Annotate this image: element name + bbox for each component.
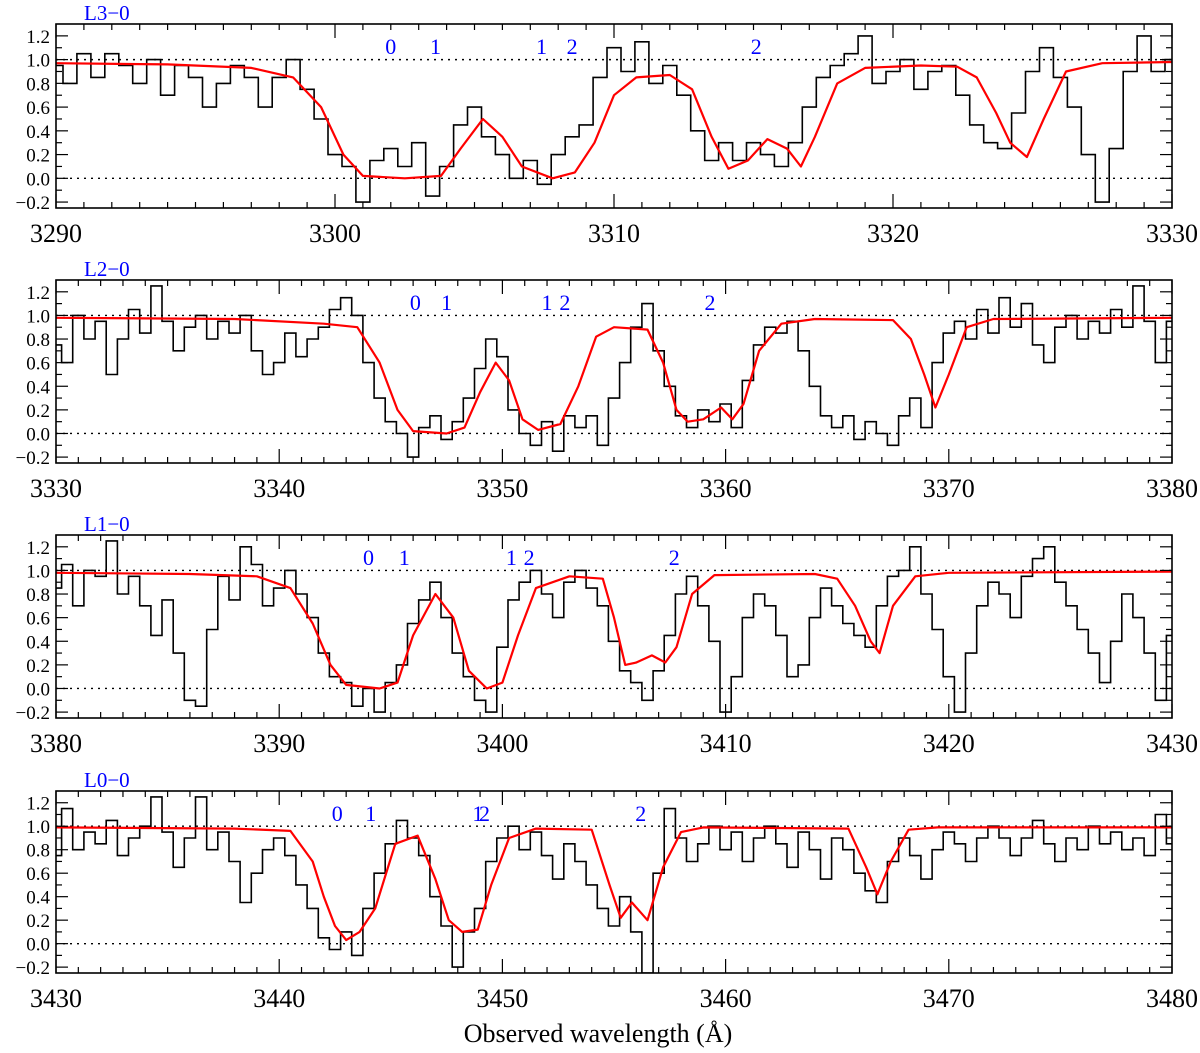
panel-l2-0: 3330 3340 3350 3360 3370 3380 −0.2 0.00.2 0.40.6… bbox=[16, 257, 1198, 503]
panel-l0-0: 3430 3440 3450 3460 3470 3480 −0.20.0 0.20.4 0.6… bbox=[16, 768, 1198, 1013]
panel-title: L1−0 bbox=[84, 512, 130, 536]
transition-label: 1 bbox=[365, 801, 376, 826]
transition-label: 2 bbox=[524, 545, 535, 570]
transition-label: 2 bbox=[704, 290, 715, 315]
y-tick-label: −0.2 bbox=[16, 448, 50, 469]
y-tick-label: −0.2 bbox=[16, 958, 50, 979]
x-tick-label: 3330 bbox=[1146, 219, 1198, 248]
y-tick-label: 1.2 bbox=[26, 538, 50, 559]
x-tick-label: 3420 bbox=[923, 729, 975, 758]
y-tick-label: 0.6 bbox=[26, 98, 50, 119]
y-tick-label: 1.2 bbox=[26, 27, 50, 48]
y-tick-label: 0.8 bbox=[26, 841, 50, 862]
transition-label: 0 bbox=[332, 801, 343, 826]
x-tick-label: 3390 bbox=[253, 729, 305, 758]
y-tick-label: 1.0 bbox=[26, 306, 50, 327]
y-tick-label: 1.2 bbox=[26, 794, 50, 815]
x-tick-label: 3430 bbox=[1146, 729, 1198, 758]
transition-label: 2 bbox=[479, 801, 490, 826]
model-fit bbox=[56, 60, 1172, 180]
observed-spectrum bbox=[56, 35, 1172, 203]
y-tick-label: 0.8 bbox=[26, 585, 50, 606]
x-tick-label: 3380 bbox=[1146, 474, 1198, 503]
transition-label: 0 bbox=[363, 545, 374, 570]
y-tick-label: 0.4 bbox=[26, 122, 50, 143]
transition-label: 1 bbox=[536, 34, 547, 59]
y-tick-label: 0.0 bbox=[26, 679, 50, 700]
panel-title: L2−0 bbox=[84, 257, 130, 281]
y-tick-label: 0.2 bbox=[26, 146, 50, 167]
model-fit bbox=[56, 570, 1172, 690]
x-tick-label: 3450 bbox=[476, 984, 528, 1013]
x-tick-label: 3320 bbox=[867, 219, 919, 248]
x-tick-label: 3300 bbox=[309, 219, 361, 248]
transition-label: 1 bbox=[399, 545, 410, 570]
transition-label: 1 bbox=[542, 290, 553, 315]
x-axis-label: Observed wavelength (Å) bbox=[464, 1019, 733, 1048]
y-tick-label: 0.2 bbox=[26, 401, 50, 422]
y-tick-label: 0.0 bbox=[26, 424, 50, 445]
y-tick-label: 0.4 bbox=[26, 632, 50, 653]
y-tick-label: 0.8 bbox=[26, 330, 50, 351]
x-tick-label: 3330 bbox=[30, 474, 82, 503]
y-tick-label: 0.4 bbox=[26, 377, 50, 398]
x-tick-label: 3440 bbox=[253, 984, 305, 1013]
x-tick-label: 3340 bbox=[253, 474, 305, 503]
x-tick-label: 3350 bbox=[476, 474, 528, 503]
y-tick-label: 1.0 bbox=[26, 561, 50, 582]
panel-l1-0: 3380 3390 3400 3410 3420 3430 −0.2 0.00.2 0.40.6… bbox=[16, 512, 1198, 758]
plot-frame bbox=[55, 23, 1173, 209]
y-tick-label: 1.0 bbox=[26, 51, 50, 72]
x-tick-label: 3480 bbox=[1146, 984, 1198, 1013]
y-tick-label: 1.2 bbox=[26, 283, 50, 304]
transition-label: 2 bbox=[567, 34, 578, 59]
x-tick-label: 3410 bbox=[700, 729, 752, 758]
transition-label: 2 bbox=[669, 545, 680, 570]
x-tick-label: 3380 bbox=[30, 729, 82, 758]
observed-spectrum bbox=[56, 796, 1172, 973]
y-tick-label: 0.2 bbox=[26, 656, 50, 677]
panel-title: L0−0 bbox=[84, 768, 130, 792]
transition-label: 2 bbox=[635, 801, 646, 826]
y-tick-label: 0.6 bbox=[26, 609, 50, 630]
panel-title: L3−0 bbox=[84, 1, 130, 25]
plot-frame bbox=[55, 279, 1173, 464]
y-tick-label: −0.2 bbox=[16, 193, 50, 214]
x-tick-label: 3470 bbox=[923, 984, 975, 1013]
y-tick-label: 0.6 bbox=[26, 864, 50, 885]
observed-spectrum bbox=[56, 540, 1172, 713]
x-tick-label: 3290 bbox=[30, 219, 82, 248]
x-tick-label: 3360 bbox=[700, 474, 752, 503]
transition-label: 2 bbox=[559, 290, 570, 315]
panel-l3-0: 3290 3300 3310 3320 3330−0.20.00.20.40.60.81… bbox=[16, 1, 1198, 248]
transition-label: 1 bbox=[506, 545, 517, 570]
transition-label: 1 bbox=[430, 34, 441, 59]
plot-frame bbox=[55, 790, 1173, 974]
observed-spectrum bbox=[56, 285, 1172, 458]
model-fit bbox=[56, 316, 1172, 435]
y-tick-label: 0.4 bbox=[26, 888, 50, 909]
transition-label: 1 bbox=[441, 290, 452, 315]
transition-label: 1 bbox=[472, 801, 483, 826]
x-tick-label: 3400 bbox=[476, 729, 528, 758]
x-tick-label: 3370 bbox=[923, 474, 975, 503]
x-tick-label: 3430 bbox=[30, 984, 82, 1013]
plot-frame bbox=[55, 534, 1173, 719]
transition-label: 2 bbox=[751, 34, 762, 59]
model-fit bbox=[56, 826, 1172, 942]
y-tick-label: 1.0 bbox=[26, 817, 50, 838]
y-tick-label: −0.2 bbox=[16, 703, 50, 724]
transition-label: 0 bbox=[410, 290, 421, 315]
y-tick-label: 0.0 bbox=[26, 935, 50, 956]
y-tick-label: 0.6 bbox=[26, 354, 50, 375]
y-tick-label: 0.0 bbox=[26, 169, 50, 190]
x-tick-label: 3460 bbox=[700, 984, 752, 1013]
x-tick-label: 3310 bbox=[588, 219, 640, 248]
y-tick-label: 0.8 bbox=[26, 74, 50, 95]
transition-label: 0 bbox=[385, 34, 396, 59]
y-tick-label: 0.2 bbox=[26, 911, 50, 932]
